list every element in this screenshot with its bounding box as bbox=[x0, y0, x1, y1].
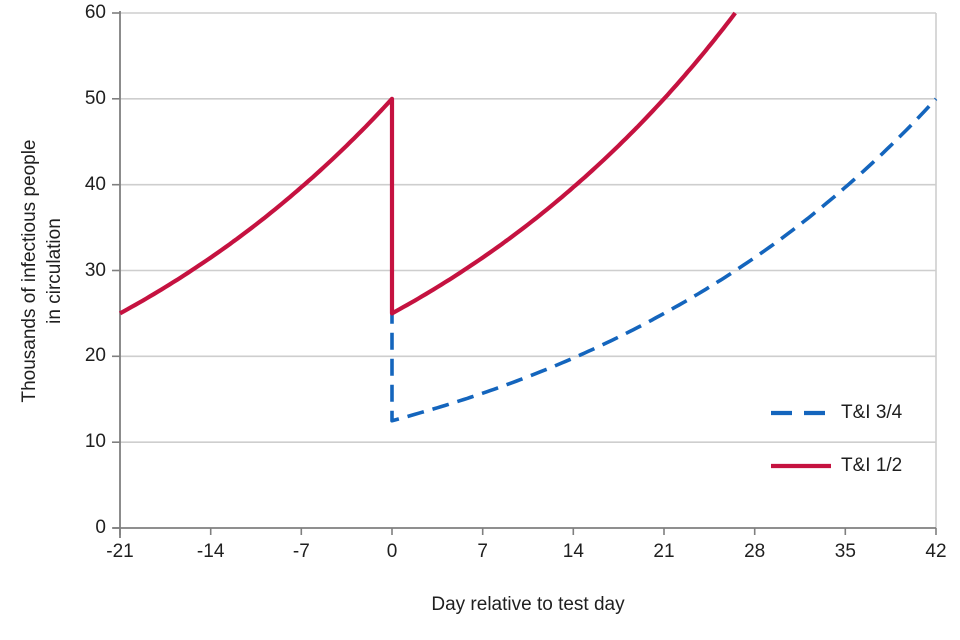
x-tick-label--7: -7 bbox=[292, 541, 310, 562]
y-tick-label-50: 50 bbox=[84, 87, 106, 109]
series-paths bbox=[118, 11, 938, 423]
x-tick-label-14: 14 bbox=[562, 541, 584, 562]
x-tick-label-42: 42 bbox=[925, 541, 947, 562]
y-tick-label-30: 30 bbox=[84, 259, 106, 281]
legend-label-ti-1-2: T&I 1/2 bbox=[841, 455, 903, 476]
y-axis-title-line1: Thousands of infectious people bbox=[19, 139, 40, 403]
y-tick-label-10: 10 bbox=[84, 431, 106, 453]
series-line-ti-3-4 bbox=[390, 97, 938, 423]
y-axis-title-line2: in circulation bbox=[44, 218, 65, 324]
dashed-line-sample-icon bbox=[771, 410, 831, 416]
legend-entry-ti-3-4: T&I 3/4 bbox=[770, 396, 902, 430]
legend-entry-ti-1-2: T&I 1/2 bbox=[770, 449, 902, 483]
y-tick-label-40: 40 bbox=[84, 173, 106, 195]
y-tick-label-0: 0 bbox=[95, 517, 106, 538]
x-tick-label--21: -21 bbox=[106, 541, 134, 562]
x-axis-title: Day relative to test day bbox=[431, 594, 625, 615]
series-line-ti-1-2 bbox=[118, 11, 737, 316]
x-tick-label-7: 7 bbox=[477, 541, 488, 562]
y-axis-title: Thousands of infectious people in circul… bbox=[17, 11, 67, 531]
y-tick-label-20: 20 bbox=[84, 345, 106, 367]
legend: T&I 3/4 T&I 1/2 bbox=[770, 396, 902, 483]
y-tick-label-60: 60 bbox=[84, 2, 106, 23]
tick-marks bbox=[112, 12, 937, 535]
x-tick-label-0: 0 bbox=[386, 541, 398, 562]
solid-line-sample-icon bbox=[771, 463, 831, 469]
x-tick-label-21: 21 bbox=[653, 541, 675, 562]
x-tick-label--14: -14 bbox=[196, 541, 225, 562]
x-tick-label-35: 35 bbox=[834, 541, 856, 562]
legend-label-ti-3-4: T&I 3/4 bbox=[841, 402, 903, 423]
x-tick-label-28: 28 bbox=[744, 541, 766, 562]
